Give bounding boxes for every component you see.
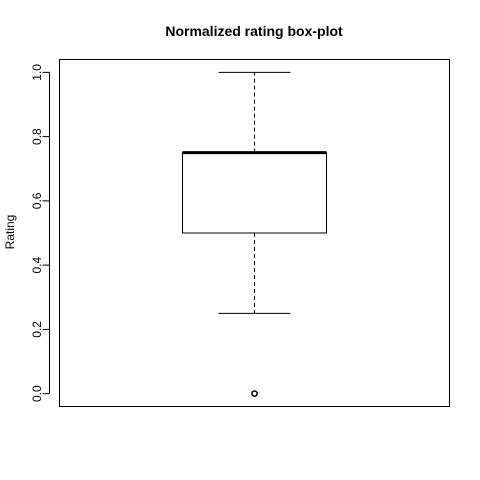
y-tick-label: 0.2 <box>30 321 44 338</box>
y-tick-label: 0.0 <box>30 385 44 402</box>
outlier-point <box>251 390 258 397</box>
y-axis-label: Rating <box>3 215 17 250</box>
y-tick-label: 0.4 <box>30 256 44 273</box>
plot-frame <box>59 59 450 407</box>
y-tick-label: 0.6 <box>30 192 44 209</box>
y-tick-label: 0.8 <box>30 128 44 145</box>
y-tick-label: 1.0 <box>30 64 44 81</box>
chart-title: Normalized rating box-plot <box>165 23 343 39</box>
iqr-box <box>182 152 327 234</box>
